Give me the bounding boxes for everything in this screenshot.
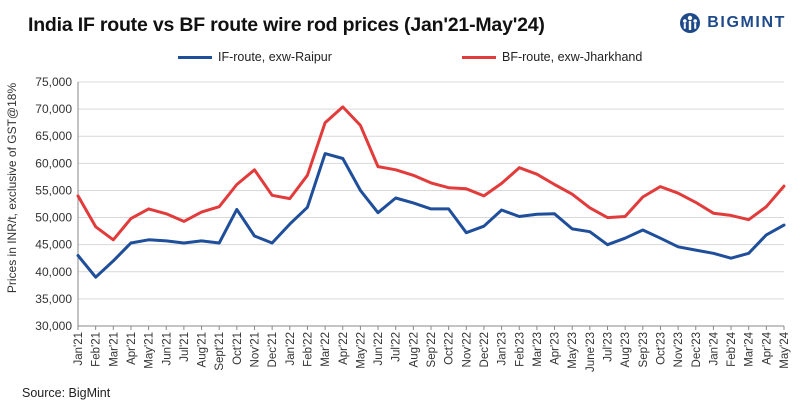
bigmint-logo-icon xyxy=(680,13,701,33)
x-tick-label: Sep'22 xyxy=(426,332,438,367)
y-tick-label: 45,000 xyxy=(35,238,72,252)
x-tick-label: Aug'21 xyxy=(197,332,209,367)
x-tick-label: Feb'21 xyxy=(91,332,103,367)
chart-title: India IF route vs BF route wire rod pric… xyxy=(28,14,545,36)
x-tick-label: Mar'22 xyxy=(320,332,332,367)
x-tick-label: Dec'22 xyxy=(479,332,491,367)
y-tick-label: 75,000 xyxy=(35,75,72,89)
x-tick-label: June'23 xyxy=(585,332,597,372)
brand-logo: BIGMINT xyxy=(679,12,786,34)
legend-swatch-if-route xyxy=(178,55,212,59)
x-tick-label: Apr'24 xyxy=(761,331,773,364)
x-tick-label: Jan'22 xyxy=(285,332,297,366)
x-tick-label: Jul'22 xyxy=(391,332,403,362)
x-tick-label: May'21 xyxy=(144,332,156,369)
legend-label-if-route: IF-route, exw-Raipur xyxy=(218,50,332,64)
legend-label-bf-route: BF-route, exw-Jharkhand xyxy=(502,50,643,64)
y-tick-label: 60,000 xyxy=(35,156,72,170)
x-tick-label: Sep'23 xyxy=(638,332,650,367)
x-tick-label: Aug'23 xyxy=(620,332,632,367)
x-tick-label: Mar'23 xyxy=(532,332,544,367)
x-tick-label: May'24 xyxy=(779,331,791,368)
source-note: Source: BigMint xyxy=(22,386,111,400)
x-tick-label: Feb'23 xyxy=(514,332,526,367)
legend-swatch-bf-route xyxy=(462,55,496,59)
y-tick-label: 55,000 xyxy=(35,183,72,197)
x-tick-label: May'23 xyxy=(567,332,579,369)
axes xyxy=(77,82,785,330)
chart-legend: IF-route, exw-Raipur BF-route, exw-Jhark… xyxy=(0,50,800,68)
x-tick-label: Apr'21 xyxy=(126,332,138,365)
series-line-if-route xyxy=(76,152,786,279)
x-tick-label: Mar'24 xyxy=(744,331,756,366)
x-tick-label: Aug'22 xyxy=(408,332,420,367)
x-tick-label: Jul'21 xyxy=(179,332,191,362)
x-tick-label: May'22 xyxy=(355,332,367,369)
x-tick-label: Jun'22 xyxy=(373,332,385,366)
grid-lines xyxy=(78,81,784,327)
legend-item-if-route: IF-route, exw-Raipur xyxy=(178,50,332,64)
x-tick-label: Mar'21 xyxy=(108,332,120,367)
y-axis-title: Prices in INR/t, exclusive of GST@18% xyxy=(5,83,19,294)
x-tick-label: Apr'22 xyxy=(338,332,350,365)
x-tick-label: Nov'22 xyxy=(461,332,473,367)
x-tick-label: Oct'23 xyxy=(655,332,667,365)
x-tick-label: Apr'23 xyxy=(550,332,562,365)
y-tick-label: 35,000 xyxy=(35,292,72,306)
x-tick-label: Nov'21 xyxy=(250,332,262,367)
y-tick-label: 40,000 xyxy=(35,265,72,279)
legend-item-bf-route: BF-route, exw-Jharkhand xyxy=(462,50,642,64)
y-tick-label: 30,000 xyxy=(35,319,72,333)
x-tick-label: Jul'23 xyxy=(603,332,615,362)
series-lines xyxy=(76,105,786,279)
x-tick-label: Oct'21 xyxy=(232,332,244,365)
y-tick-label: 70,000 xyxy=(35,102,72,116)
x-tick-label: Jan'24 xyxy=(708,331,720,365)
y-tick-label: 65,000 xyxy=(35,129,72,143)
x-tick-label: Sept'21 xyxy=(214,332,226,371)
brand-name: BIGMINT xyxy=(707,14,786,31)
series-line-bf-route xyxy=(76,105,786,242)
x-tick-label: Jan'23 xyxy=(497,332,509,366)
x-tick-label: Dec'23 xyxy=(691,332,703,367)
x-tick-label: Nov'23 xyxy=(673,332,685,367)
x-tick-label: Feb'24 xyxy=(726,331,738,366)
x-tick-label: Jun'21 xyxy=(161,332,173,366)
x-tick-label: Jan'21 xyxy=(73,332,85,366)
tick-labels: 30,000 35,000 40,000 45,000 50,000 55,000 60,0… xyxy=(5,75,791,372)
x-tick-label: Dec'21 xyxy=(267,332,279,367)
y-tick-label: 50,000 xyxy=(35,211,72,225)
x-tick-label: Oct'22 xyxy=(444,332,456,365)
x-tick-label: Feb'22 xyxy=(302,332,314,367)
